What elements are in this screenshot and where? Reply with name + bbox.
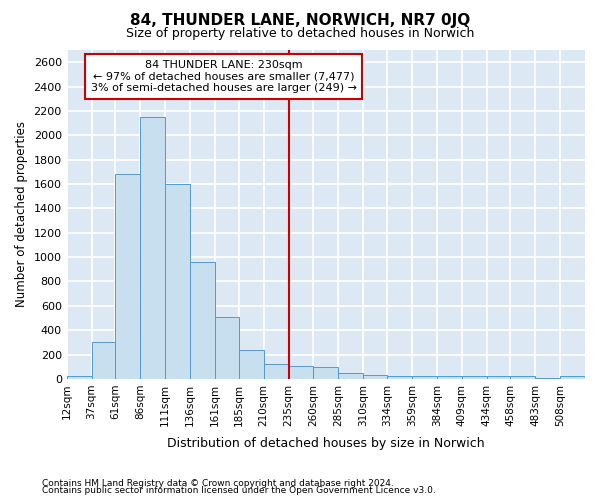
Text: 84, THUNDER LANE, NORWICH, NR7 0JQ: 84, THUNDER LANE, NORWICH, NR7 0JQ	[130, 12, 470, 28]
Text: Size of property relative to detached houses in Norwich: Size of property relative to detached ho…	[126, 28, 474, 40]
Bar	[560, 376, 585, 379]
Y-axis label: Number of detached properties: Number of detached properties	[15, 122, 28, 308]
Bar	[338, 373, 363, 379]
Bar	[313, 366, 338, 379]
Bar	[92, 342, 115, 379]
Bar	[190, 262, 215, 379]
Bar	[387, 376, 412, 379]
Bar	[412, 376, 437, 379]
Bar	[487, 376, 511, 379]
Text: 84 THUNDER LANE: 230sqm
← 97% of detached houses are smaller (7,477)
3% of semi-: 84 THUNDER LANE: 230sqm ← 97% of detache…	[91, 60, 357, 93]
Bar	[363, 375, 387, 379]
Bar	[115, 174, 140, 379]
Bar	[263, 364, 289, 379]
Bar	[289, 366, 313, 379]
X-axis label: Distribution of detached houses by size in Norwich: Distribution of detached houses by size …	[167, 437, 485, 450]
Bar	[215, 317, 239, 379]
Bar	[461, 376, 487, 379]
Bar	[140, 117, 165, 379]
Bar	[165, 184, 190, 379]
Text: Contains HM Land Registry data © Crown copyright and database right 2024.: Contains HM Land Registry data © Crown c…	[42, 478, 394, 488]
Text: Contains public sector information licensed under the Open Government Licence v3: Contains public sector information licen…	[42, 486, 436, 495]
Bar	[239, 350, 263, 379]
Bar	[67, 376, 92, 379]
Bar	[511, 376, 535, 379]
Bar	[437, 376, 461, 379]
Bar	[535, 378, 560, 379]
